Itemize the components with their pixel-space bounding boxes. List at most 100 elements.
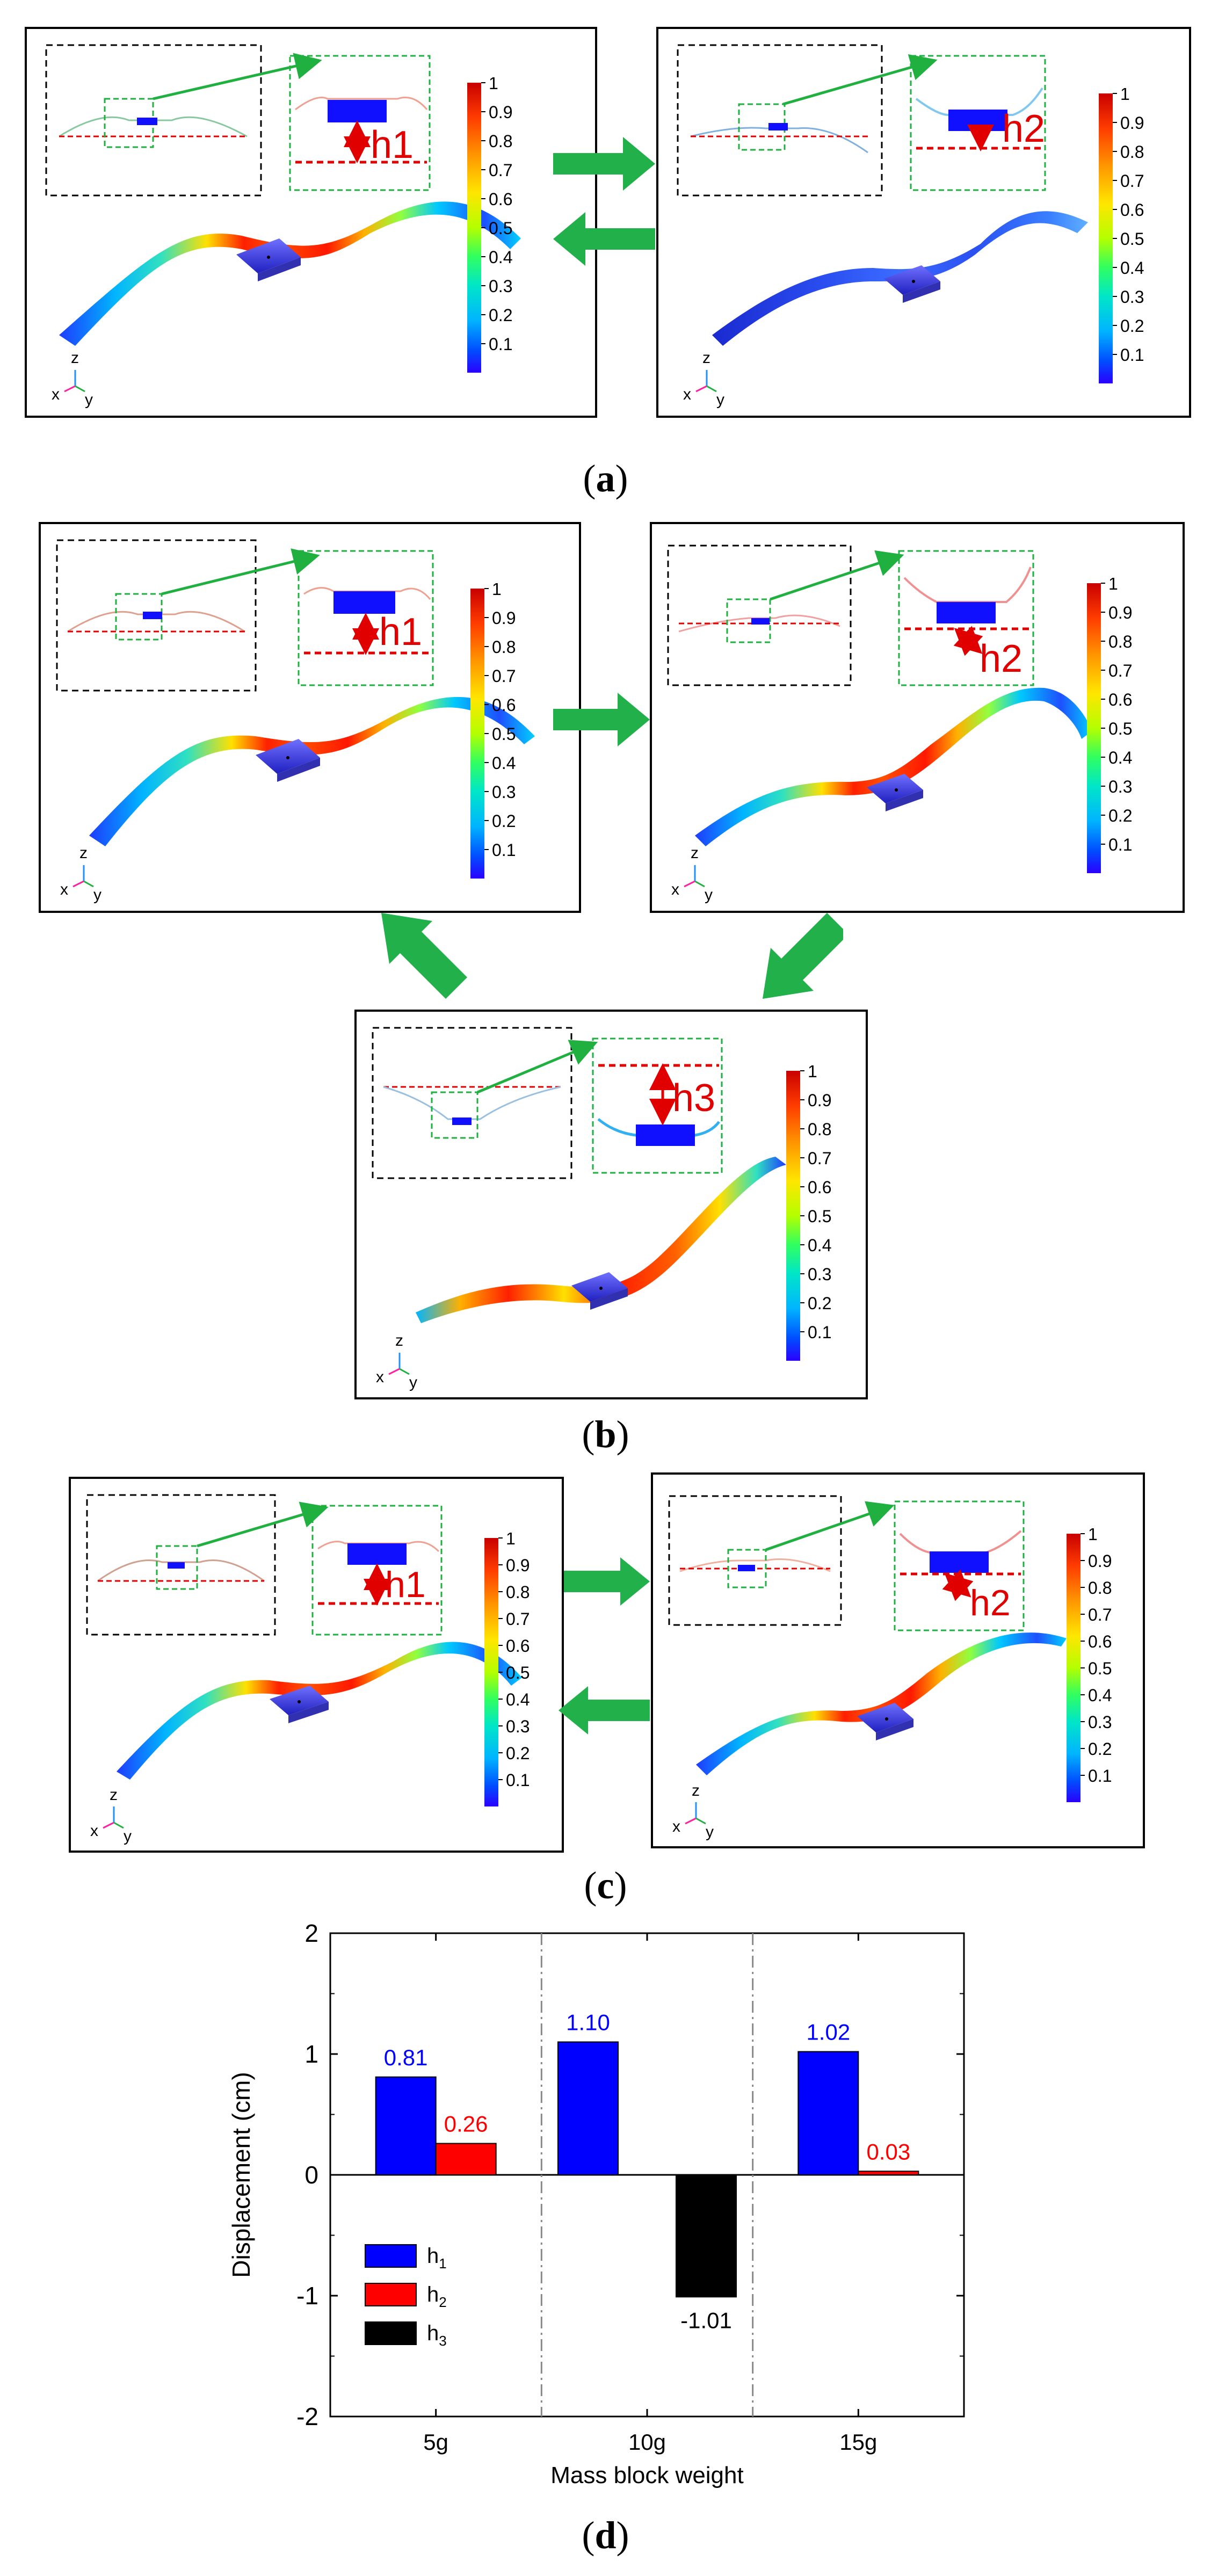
x-tick-label: 5g — [423, 2429, 448, 2455]
colorbar-tick-label: 0.2 — [1120, 316, 1144, 336]
sim-figure-b-top-left: h1 z x y — [56, 539, 535, 904]
arrow-left-a — [553, 212, 661, 269]
sim-figure-b-bottom: h3 z x y — [372, 1027, 786, 1391]
colorbar-tick-label: 0.5 — [1088, 1659, 1112, 1678]
svg-text:z: z — [395, 1332, 403, 1349]
label-b-h3: h3 — [672, 1077, 715, 1120]
y-tick-label: -1 — [296, 2282, 318, 2310]
colorbar-tick-label: 0.1 — [1088, 1766, 1112, 1786]
colorbar-tick-label: 0.3 — [506, 1717, 530, 1736]
colorbar-tick-label: 0.9 — [1108, 603, 1132, 622]
colorbar-tick-label: 1 — [808, 1065, 817, 1081]
svg-text:y: y — [93, 886, 101, 904]
colorbar-tick-label: 0.4 — [1108, 748, 1132, 767]
caption-d: (d) — [582, 2514, 629, 2557]
sim-frame-b-top-right: h2 z x y 1 0.9 0.8 0.7 0.6 0.5 0.4 0.3 0.2 0.1 — [650, 522, 1185, 913]
y-tick-label: 0 — [304, 2161, 318, 2189]
svg-text:x: x — [60, 881, 68, 898]
colorbar-tick-label: 0.6 — [1088, 1632, 1112, 1651]
colorbar-a-left: 1 0.9 0.8 0.7 0.6 0.5 0.4 0.3 0.2 0.1 — [462, 74, 569, 378]
colorbar-tick-label: 1 — [506, 1533, 516, 1548]
colorbar-tick-label: 0.6 — [489, 190, 512, 209]
axis-triad-a-right: z x y — [683, 349, 724, 409]
axis-triad-c-left: z x y — [90, 1786, 132, 1845]
svg-text:x: x — [683, 386, 691, 403]
colorbar-tick-label: 0.7 — [1120, 171, 1144, 191]
data-label: 1.10 — [566, 2010, 610, 2035]
legend-swatch-h1 — [365, 2244, 417, 2268]
colorbar-tick-label: 0.7 — [492, 666, 516, 686]
svg-text:x: x — [376, 1368, 384, 1386]
bar-h3-10g — [676, 2174, 737, 2298]
colorbar-gradient — [1067, 1534, 1081, 1802]
bar-h1-10g — [557, 2041, 619, 2175]
colorbar-tick-label: 1 — [1108, 578, 1118, 593]
colorbar-tick-label: 0.3 — [1120, 287, 1144, 307]
bar-chart-d: 2 1 0 -1 -2 5g 0.81 0.26 10g 1.10 -1.01 15g 1.02 0.03… — [227, 1919, 965, 2488]
colorbar-tick-label: 0.2 — [1088, 1739, 1112, 1759]
colorbar-gradient — [1099, 93, 1113, 383]
colorbar-tick-label: 0.4 — [1120, 258, 1144, 278]
colorbar-tick-label: 0.2 — [506, 1744, 530, 1763]
colorbar-tick-label: 0.8 — [1108, 632, 1132, 651]
colorbar-tick-label: 0.2 — [492, 811, 516, 831]
colorbar-tick-label: 0.5 — [1120, 229, 1144, 249]
arrow-right-c — [564, 1557, 655, 1608]
colorbar-tick-label: 0.4 — [506, 1690, 530, 1709]
colorbar-tick-label: 0.9 — [489, 103, 512, 122]
label-a-h1: h1 — [371, 124, 414, 166]
sim-figure-c-right: h2 z x y — [668, 1495, 1067, 1841]
colorbar-tick-label: 1 — [1088, 1528, 1098, 1544]
y-tick-label: 2 — [304, 1919, 318, 1947]
colorbar-tick-label: 0.3 — [492, 782, 516, 802]
caption-b: (b) — [582, 1413, 629, 1456]
colorbar-tick-label: 0.6 — [506, 1636, 530, 1656]
colorbar-tick-label: 0.7 — [1088, 1605, 1112, 1624]
colorbar-tick-label: 0.3 — [1088, 1713, 1112, 1732]
colorbar-b-bottom: 1 0.9 0.8 0.7 0.6 0.5 0.4 0.3 0.2 0.1 — [781, 1062, 861, 1366]
colorbar-tick-label: 0.7 — [1108, 661, 1132, 680]
svg-text:y: y — [705, 886, 713, 904]
legend-label-h2: h2 — [427, 2283, 447, 2310]
colorbar-tick-label: 0.7 — [506, 1609, 530, 1629]
colorbar-tick-label: 0.2 — [489, 306, 512, 325]
svg-text:x: x — [90, 1822, 98, 1840]
bar-h1-15g — [797, 2051, 859, 2175]
x-tick-label: 10g — [628, 2429, 666, 2455]
colorbar-tick-label: 0.1 — [489, 335, 512, 354]
colorbar-tick-label: 0.3 — [1108, 777, 1132, 796]
y-tick-label: -2 — [296, 2403, 318, 2430]
y-tick-label: 1 — [304, 2040, 318, 2068]
colorbar-tick-label: 0.8 — [1088, 1578, 1112, 1598]
label-b-h1: h1 — [379, 611, 422, 654]
colorbar-tick-label: 0.6 — [492, 695, 516, 715]
colorbar-tick-label: 0.8 — [489, 132, 512, 151]
svg-text:y: y — [85, 391, 93, 409]
sim-figure-a-right: h2 z x y — [677, 44, 1088, 409]
caption-a: (a) — [583, 457, 628, 500]
legend-label-h3: h3 — [427, 2321, 447, 2349]
colorbar-tick-label: 0.7 — [808, 1149, 831, 1168]
colorbar-gradient — [484, 1538, 498, 1806]
colorbar-gradient — [470, 589, 484, 879]
label-a-h2: h2 — [1002, 107, 1045, 150]
svg-text:y: y — [716, 391, 724, 409]
colorbar-tick-label: 0.4 — [492, 753, 516, 773]
colorbar-tick-label: 0.5 — [1108, 719, 1132, 738]
svg-text:y: y — [706, 1823, 714, 1841]
sim-frame-c-right: h2 z x y 1 0.9 0.8 0.7 0.6 0.5 0.4 0.3 0.2 0.1 — [651, 1472, 1145, 1848]
svg-text:z: z — [79, 844, 88, 862]
svg-text:z: z — [110, 1786, 118, 1804]
colorbar-b-top-left: 1 0.9 0.8 0.7 0.6 0.5 0.4 0.3 0.2 0.1 — [465, 579, 567, 884]
legend-label-h1: h1 — [427, 2244, 447, 2272]
colorbar-tick-label: 0.1 — [492, 840, 516, 860]
colorbar-tick-label: 1 — [1120, 88, 1130, 104]
axis-triad-a-left: z x y — [52, 349, 93, 409]
colorbar-tick-label: 0.3 — [489, 277, 512, 296]
colorbar-tick-label: 0.2 — [1108, 806, 1132, 825]
colorbar-tick-label: 0.9 — [506, 1556, 530, 1575]
axis-triad-c-right: z x y — [672, 1782, 714, 1841]
colorbar-tick-label: 0.1 — [506, 1770, 530, 1790]
svg-text:x: x — [52, 386, 60, 403]
colorbar-tick-label: 0.8 — [1120, 142, 1144, 162]
